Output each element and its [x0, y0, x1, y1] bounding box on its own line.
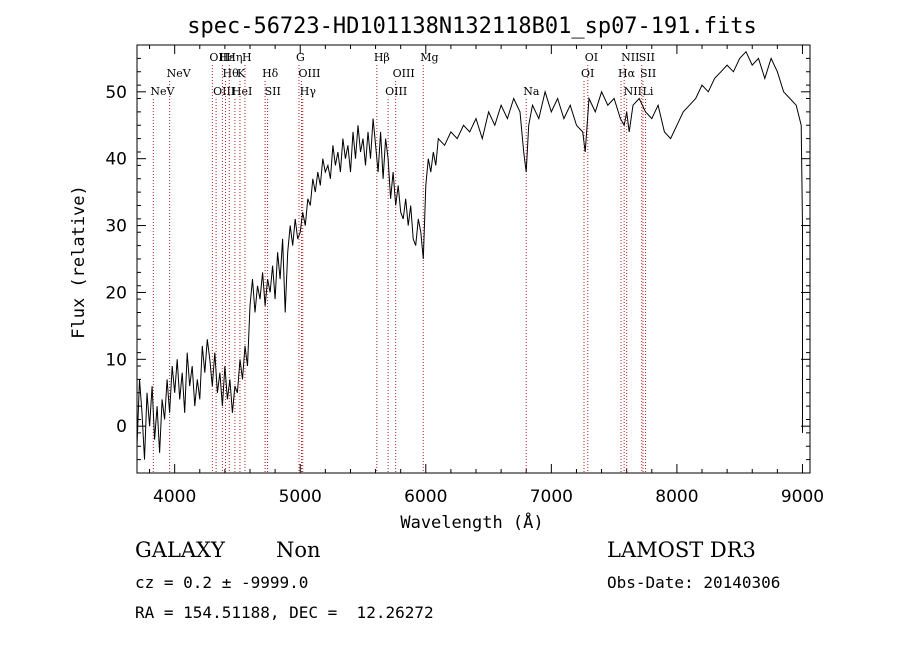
line-marker-label: OIII: [213, 85, 235, 98]
spectrum-series: [136, 50, 803, 460]
object-class: GALAXY: [135, 538, 225, 562]
line-marker-label: OIII: [393, 67, 415, 80]
line-marker-label: Hδ: [262, 67, 279, 80]
survey-name: LAMOST DR3: [607, 538, 756, 562]
line-marker-label: OIII: [298, 67, 320, 80]
x-tick-label: 7000: [530, 487, 573, 507]
line-marker-label: NII: [621, 51, 639, 64]
y-axis-label: Flux (relative): [69, 185, 89, 339]
line-marker-label: HeI: [232, 85, 252, 98]
x-tick-label: 8000: [655, 487, 698, 507]
line-marker-label: Hγ: [300, 85, 317, 98]
line-marker-label: Hε: [219, 51, 235, 64]
y-tick-label: 20: [105, 283, 127, 303]
line-marker-label: Li: [643, 85, 654, 98]
line-marker-label: SII: [265, 85, 281, 98]
line-marker-label: NII: [624, 85, 642, 98]
plot-frame: [136, 44, 811, 474]
spectrum-line: [136, 50, 803, 460]
y-tick-label: 10: [105, 350, 127, 370]
line-marker-label: OI: [585, 51, 598, 64]
line-marker-label: SII: [640, 67, 656, 80]
object-subclass: Non: [276, 538, 321, 562]
line-marker-label: Hα: [618, 67, 636, 80]
x-axis-label: Wavelength (Å): [400, 511, 543, 533]
line-marker-label: H: [242, 51, 252, 64]
line-marker-label: OI: [581, 67, 594, 80]
y-tick-label: 0: [116, 417, 127, 437]
redshift-cz: cz = 0.2 ± -9999.0: [135, 573, 309, 592]
line-markers: NeVNeVOIIOIIIHεHθHηHeIKHHδSIIGOIIIHγHβOI…: [150, 51, 656, 473]
x-tick-label: 9000: [781, 487, 824, 507]
axis-ticks: 4000 5000 6000 7000 8000 9000 0 10 20 30 40 50: [105, 45, 824, 507]
chart-title: spec-56723-HD101138N132118B01_sp07-191.f…: [187, 14, 757, 39]
x-tick-label: 6000: [404, 487, 447, 507]
obs-date: Obs-Date: 20140306: [607, 573, 781, 592]
y-tick-label: 30: [105, 217, 127, 237]
x-tick-label: 5000: [279, 487, 322, 507]
line-marker-label: NeV: [150, 85, 175, 98]
line-marker-label: SII: [639, 51, 655, 64]
line-marker-label: Hβ: [374, 51, 390, 64]
line-marker-label: Hη: [226, 51, 242, 64]
line-marker-label: Mg: [420, 51, 438, 64]
line-marker-label: NeV: [167, 67, 192, 80]
ra-dec: RA = 154.51188, DEC = 12.26272: [135, 603, 434, 622]
line-marker-label: G: [296, 51, 305, 64]
line-marker-label: K: [237, 67, 246, 80]
line-marker-label: OIII: [385, 85, 407, 98]
line-marker-label: Hθ: [223, 67, 240, 80]
y-tick-label: 50: [105, 83, 127, 103]
line-marker-label: OII: [209, 51, 227, 64]
y-tick-label: 40: [105, 150, 127, 170]
x-tick-label: 4000: [153, 487, 196, 507]
line-marker-label: Na: [523, 85, 540, 98]
